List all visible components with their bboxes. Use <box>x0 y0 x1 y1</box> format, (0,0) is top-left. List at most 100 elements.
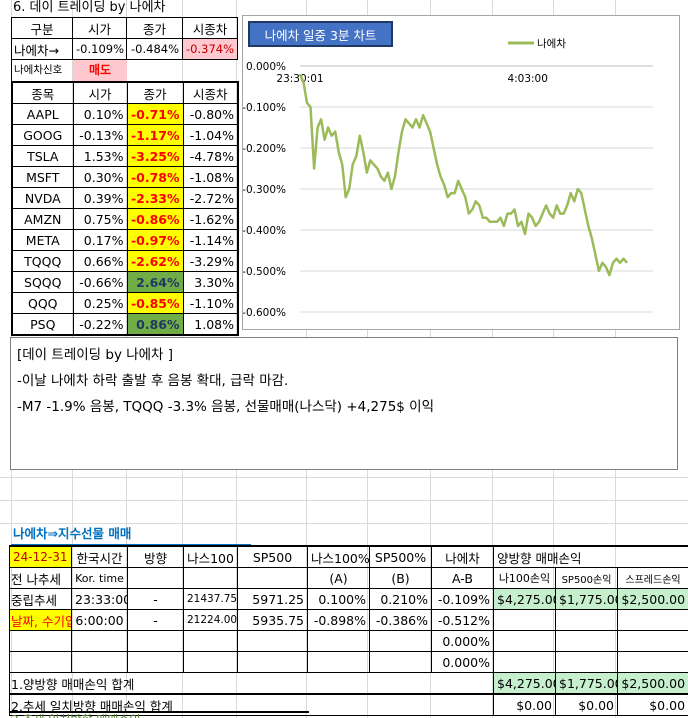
ticker: MSFT <box>11 166 74 188</box>
ticker: TSLA <box>11 145 74 167</box>
diff: 1.08% <box>182 313 239 336</box>
y-tick-label: -0.400% <box>243 225 286 237</box>
total3-label: 3.추세 일치방향 매매손익 <box>9 711 309 718</box>
table-row: AAPL 0.10% -0.71% -0.80% <box>11 103 239 125</box>
row4-cell: -0.512% <box>431 609 494 631</box>
total1-label: 1.양방향 매매손익 합계 <box>9 672 494 695</box>
summary-label: 나에차→ <box>11 38 73 60</box>
summary-header: 시종차 <box>182 17 238 39</box>
col-header: 나스100% <box>307 545 370 568</box>
row4-cell: -0.386% <box>369 609 432 631</box>
table-row: GOOG -0.13% -1.17% -1.04% <box>11 124 239 146</box>
diff: -0.80% <box>182 103 239 125</box>
col-header: 양방향 매매손익 <box>492 545 688 568</box>
stock-header: 종가 <box>126 81 184 104</box>
close: -0.85% <box>126 292 184 314</box>
y-tick-label: -0.200% <box>243 143 286 155</box>
summary-close: -0.484% <box>126 38 183 60</box>
table-row: SQQQ -0.66% 2.64% 3.30% <box>11 271 239 293</box>
stock-header: 시가 <box>72 81 128 104</box>
summary-header: 종가 <box>126 17 183 39</box>
row2-cell: 스프레드손익 <box>616 567 688 589</box>
close: 2.64% <box>126 271 184 293</box>
chart-title: 나에차 일중 3분 차트 <box>248 21 393 47</box>
ticker: SQQQ <box>11 271 74 293</box>
close: -0.78% <box>126 166 184 188</box>
row3-cell: 0.210% <box>369 588 432 610</box>
table-row: META 0.17% -0.97% -1.14% <box>11 229 239 251</box>
open: 0.10% <box>72 103 128 125</box>
futures-section-title: 나에차⇒지수선물 매매 <box>11 524 251 545</box>
row4-label: 날짜, 수기입 <box>9 609 72 631</box>
row3-cell: $2,500.00 <box>616 588 688 610</box>
col-header: 나스100 <box>183 545 238 568</box>
futures-table: 24-12-31 한국시간 방향 나스100 SP500 나스100% SP50… <box>9 545 688 716</box>
open: -0.22% <box>72 313 128 336</box>
series-line <box>298 73 628 277</box>
col-header: 한국시간 <box>71 545 128 568</box>
row3-cell: 5971.25 <box>237 588 308 610</box>
row4-cell: 5935.75 <box>237 609 308 631</box>
diff: -1.08% <box>182 166 239 188</box>
intraday-chart[interactable]: 나에차 일중 3분 차트 0.000% -0.100% -0.200% -0.300%… <box>242 15 680 330</box>
notes-line1: -이날 나에차 하락 출발 후 음봉 확대, 급락 마감. <box>17 373 289 389</box>
row2-cell <box>127 567 184 589</box>
row5-cell: 0.000% <box>431 630 494 652</box>
row3-cell: 0.100% <box>307 588 370 610</box>
summary-header: 시가 <box>72 17 127 39</box>
legend-label: 나에차 <box>537 38 566 50</box>
table-row: AMZN 0.75% -0.86% -1.62% <box>11 208 239 230</box>
diff: -1.14% <box>182 229 239 251</box>
row3-cell: $4,275.00 <box>493 588 556 610</box>
row3-cell: 21437.75 <box>183 588 238 610</box>
close: -2.33% <box>126 187 184 209</box>
x-tick-label: 23:30:01 <box>276 73 323 85</box>
summary-open: -0.109% <box>72 38 127 60</box>
chart-svg: 0.000% -0.100% -0.200% -0.300% -0.400% -0.500… <box>243 38 653 319</box>
open: 0.17% <box>72 229 128 251</box>
diff: -4.78% <box>182 145 239 167</box>
summary-header: 구분 <box>11 17 73 39</box>
diff: -3.29% <box>182 250 239 272</box>
total2-cell: $0.00 <box>555 693 618 716</box>
diff: 3.30% <box>182 271 239 293</box>
stock-table: 종목 시가 종가 시종차 AAPL 0.10% -0.71% -0.80% GO… <box>11 81 239 336</box>
signal-label: 나에차신호 <box>11 60 73 81</box>
ticker: META <box>11 229 74 251</box>
open: 0.75% <box>72 208 128 230</box>
y-tick-label: -0.100% <box>243 102 286 114</box>
ticker: NVDA <box>11 187 74 209</box>
open: -0.66% <box>72 271 128 293</box>
total1-cell: $1,775.00 <box>555 672 618 695</box>
diff: -1.10% <box>182 292 239 314</box>
notes-box[interactable]: [데이 트레이딩 by 나에차 ] -이날 나에차 하락 출발 후 음봉 확대,… <box>10 337 678 470</box>
summary-diff: -0.374% <box>182 38 238 60</box>
col-header: SP500% <box>369 545 432 568</box>
row2-cell <box>237 567 308 589</box>
row4-cell: 6:00:00 <box>71 609 128 631</box>
row3-cell: 23:33:00 <box>71 588 128 610</box>
row2-cell: A-B <box>431 567 494 589</box>
table-row: TSLA 1.53% -3.25% -4.78% <box>11 145 239 167</box>
row3-cell: - <box>127 588 184 610</box>
row2-cell <box>183 567 238 589</box>
open: 0.39% <box>72 187 128 209</box>
close: -1.17% <box>126 124 184 146</box>
table-row: QQQ 0.25% -0.85% -1.10% <box>11 292 239 314</box>
diff: -1.62% <box>182 208 239 230</box>
table-row: TQQQ 0.66% -2.62% -3.29% <box>11 250 239 272</box>
y-tick-label: -0.300% <box>243 184 286 196</box>
table-row: MSFT 0.30% -0.78% -1.08% <box>11 166 239 188</box>
row2-cell: SP500손익 <box>555 567 618 589</box>
row4-cell: -0.898% <box>307 609 370 631</box>
row2-cell: 나100손익 <box>493 567 556 589</box>
close: -0.71% <box>126 103 184 125</box>
open: 0.66% <box>72 250 128 272</box>
ticker: TQQQ <box>11 250 74 272</box>
close: -3.25% <box>126 145 184 167</box>
col-header: SP500 <box>237 545 308 568</box>
notes-line2: -M7 -1.9% 음봉, TQQQ -3.3% 음봉, 선물매매(나스닥) +… <box>17 399 435 415</box>
total1-cell: $4,275.00 <box>493 672 556 695</box>
notes-title: [데이 트레이딩 by 나에차 ] <box>17 347 174 363</box>
sheet-title: 6. 데이 트레이딩 by 나에차 <box>13 0 166 15</box>
